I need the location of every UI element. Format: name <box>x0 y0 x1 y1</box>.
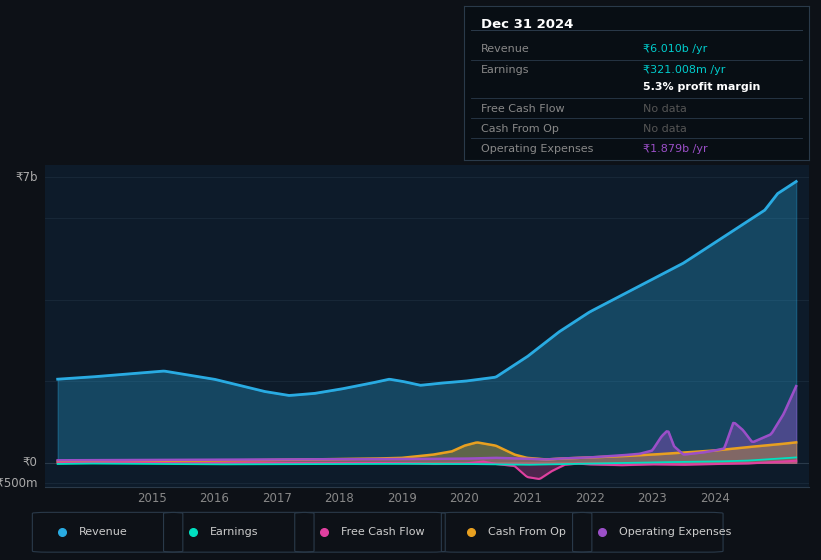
Text: ₹7b: ₹7b <box>15 171 38 184</box>
Text: Operating Expenses: Operating Expenses <box>619 527 732 537</box>
Text: Dec 31 2024: Dec 31 2024 <box>481 18 574 31</box>
Text: ₹0: ₹0 <box>23 456 38 469</box>
Text: Revenue: Revenue <box>481 44 530 54</box>
Text: -₹500m: -₹500m <box>0 477 38 489</box>
Text: Free Cash Flow: Free Cash Flow <box>341 527 424 537</box>
Text: 5.3% profit margin: 5.3% profit margin <box>643 82 760 92</box>
Text: ₹321.008m /yr: ₹321.008m /yr <box>643 66 726 75</box>
Text: Free Cash Flow: Free Cash Flow <box>481 104 565 114</box>
Text: Earnings: Earnings <box>210 527 259 537</box>
Text: ₹1.879b /yr: ₹1.879b /yr <box>643 144 708 154</box>
Text: No data: No data <box>643 124 687 134</box>
Text: Revenue: Revenue <box>79 527 127 537</box>
Text: No data: No data <box>643 104 687 114</box>
Text: Operating Expenses: Operating Expenses <box>481 144 594 154</box>
Text: Cash From Op: Cash From Op <box>488 527 566 537</box>
Text: ₹6.010b /yr: ₹6.010b /yr <box>643 44 708 54</box>
Text: Earnings: Earnings <box>481 66 530 75</box>
Text: Cash From Op: Cash From Op <box>481 124 559 134</box>
